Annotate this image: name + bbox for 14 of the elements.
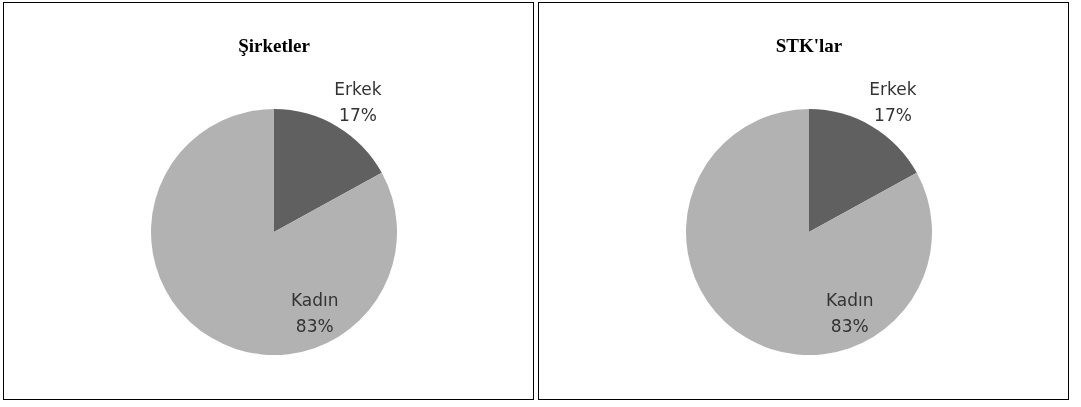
data-label: 83% — [295, 315, 334, 336]
pie-slice — [809, 109, 917, 232]
pie-slice — [686, 109, 932, 355]
chart-title: Şirketler — [238, 35, 311, 56]
data-label: 17% — [339, 104, 377, 125]
pie-slice — [151, 109, 397, 355]
chart-title: STK'lar — [775, 35, 843, 56]
slice-label: Erkek — [869, 78, 917, 99]
pie-slice — [274, 109, 382, 232]
data-label: 83% — [830, 315, 869, 336]
data-label: 17% — [874, 104, 912, 125]
slice-label: Kadın — [290, 289, 339, 310]
slice-label: Kadın — [825, 289, 874, 310]
slice-label: Erkek — [334, 78, 382, 99]
